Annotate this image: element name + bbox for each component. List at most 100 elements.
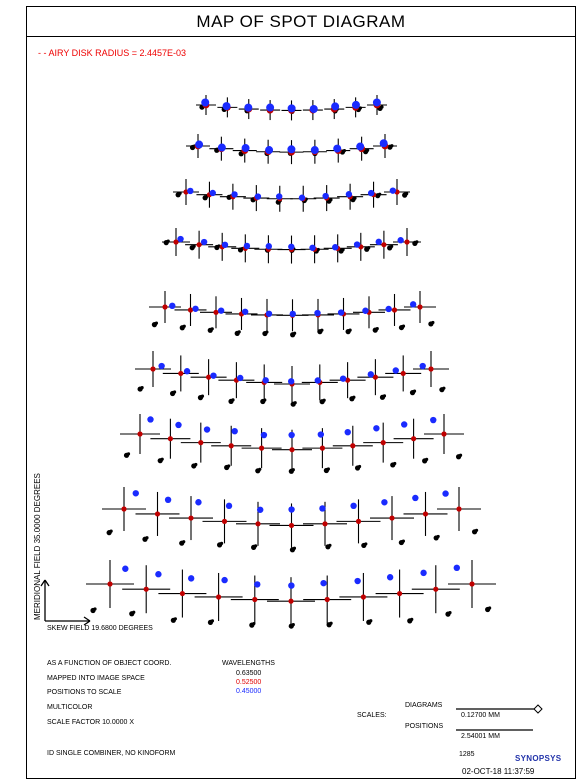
spot-blue [266,103,275,112]
timestamp: 02-OCT-18 11:37:59 [462,767,535,776]
spot-blue [287,378,295,385]
diagrams-scale-label: DIAGRAMS [405,702,443,709]
spot-black-tail [173,617,177,621]
spot-blue [201,98,210,107]
spot-blue [147,416,154,423]
spot-blue [385,305,392,313]
spot-black-tail [166,239,170,243]
spot-red [411,436,417,442]
spot-blue [298,194,306,201]
info-line-6: ID SINGLE COMBINER, NO KINOFORM [47,750,176,757]
spot-black-tail [210,327,214,331]
spot-blue [222,102,231,111]
spot-red [456,506,462,512]
footer-number: 1285 [459,751,475,758]
spot-red [391,307,398,313]
spot-red [400,370,406,377]
spot-black-tail [178,191,182,195]
spot-red [179,590,185,597]
spot-blue [337,309,345,316]
spot-blue [244,103,253,112]
diagram-title: MAP OF SPOT DIAGRAM [26,6,576,36]
spot-blue [412,494,419,502]
spot-black-tail [458,453,463,457]
spot-black-tail [265,330,269,334]
spot-black-tail [231,398,235,402]
spot-black-tail [401,539,405,543]
spot-red [107,581,113,587]
spot-blue [320,579,327,587]
spot-black-tail [442,386,446,390]
spot-blue [195,140,204,149]
spot-blue [442,490,449,497]
spot-blue [195,499,202,506]
spot-blue [317,431,325,438]
spot-blue [265,146,274,155]
spot-black-tail [412,389,417,393]
spot-blue [177,235,184,243]
spot-blue [397,237,404,244]
spot-red [228,443,234,449]
spot-black-tail [488,606,492,610]
spot-blue [260,431,268,439]
spot-blue [225,502,233,510]
spot-black-tail [93,607,97,611]
spot-blue [401,421,408,428]
spot-blue [453,564,461,572]
spot-blue [331,102,340,111]
spot-red [433,586,439,592]
spot-red [372,374,378,380]
spot-red [422,511,429,517]
spot-red [178,370,184,377]
spot-black-tail [342,148,347,153]
plot-frame [26,36,576,779]
synopsys-logo: SYNOPSYS [515,754,562,763]
spot-blue [257,506,264,513]
spot-black-tail [425,457,429,462]
spot-blue [344,428,351,436]
info-line-3: POSITIONS TO SCALE [47,689,122,696]
spot-red [259,445,265,451]
spot-red [288,598,294,604]
spot-blue [275,193,283,200]
spot-black-tail [393,461,397,466]
info-line-5: SCALE FACTOR 10.0000 X [47,719,135,726]
spot-blue [122,565,129,572]
spot-blue [379,139,388,148]
spot-red [121,506,127,512]
spot-red [288,522,295,529]
spot-blue [356,142,365,151]
spot-black-tail [436,534,440,539]
spot-black-tail [182,540,186,544]
spot-blue [241,144,250,153]
info-line-1: AS A FUNCTION OF OBJECT COORD. [47,660,172,667]
spot-red [441,431,447,437]
spot-blue [203,426,211,433]
spot-black-tail [405,192,409,196]
spot-black-tail [192,244,196,248]
spot-blue [187,575,195,582]
spot-red [150,366,156,372]
spot-red [404,239,410,245]
spot-blue [333,144,342,153]
spot-blue [419,362,426,370]
spot-blue [254,193,262,200]
spot-red [221,518,228,524]
spot-blue [217,143,226,152]
spot-blue [155,571,162,578]
spot-blue [221,241,229,249]
spot-black-tail [329,198,333,202]
info-line-4: MULTICOLOR [47,704,93,711]
spot-blue [362,307,369,314]
wavelength-3: 0.45000 [236,688,262,695]
spot-black-tail [194,462,198,467]
spot-blue [309,244,316,251]
spot-black-tail [320,328,324,332]
spot-black-tail [326,467,330,471]
info-line-2: MAPPED INTO IMAGE SPACE [47,675,145,682]
spot-blue [132,490,139,497]
spot-black-tail [401,324,406,328]
spot-black-tail [369,619,373,623]
spot-black-tail [410,617,414,621]
